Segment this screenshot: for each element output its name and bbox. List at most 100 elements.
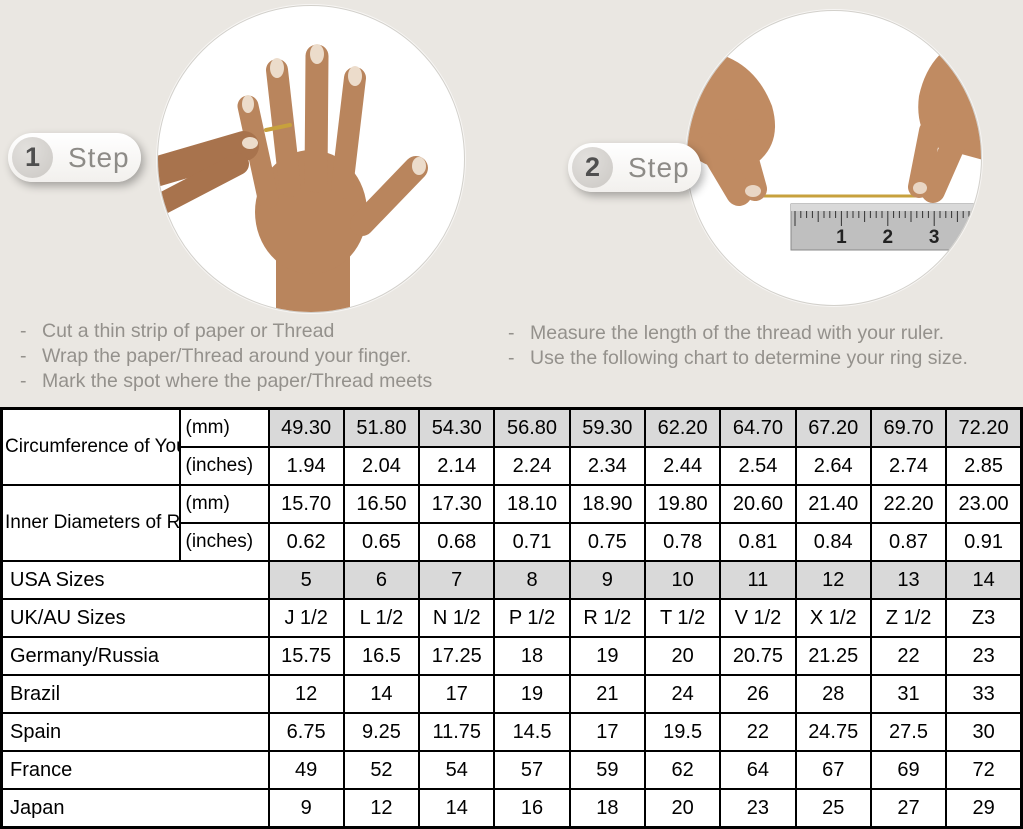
step-number-circle: 1 bbox=[12, 137, 53, 178]
value-cell: 23 bbox=[945, 636, 1023, 676]
value-cell: 0.78 bbox=[643, 522, 722, 562]
value-cell: 59.30 bbox=[568, 407, 646, 448]
value-cell: 1.94 bbox=[267, 446, 345, 486]
step-2-badge: 2 Step bbox=[568, 143, 701, 192]
value-cell: 69 bbox=[869, 750, 948, 790]
value-cell: 67.20 bbox=[794, 407, 872, 448]
value-cell: 18 bbox=[568, 788, 646, 829]
ruler-measure-illustration: 1 2 3 bbox=[687, 33, 981, 251]
value-cell: 21 bbox=[568, 674, 646, 714]
value-cell: 20.75 bbox=[719, 636, 797, 676]
size-system-label: Japan bbox=[0, 788, 270, 829]
instruction-line: - Cut a thin strip of paper or Thread bbox=[20, 320, 490, 342]
value-cell: R 1/2 bbox=[568, 598, 646, 638]
value-cell: 0.87 bbox=[869, 522, 948, 562]
bullet-dash: - bbox=[20, 345, 27, 367]
value-cell: 29 bbox=[945, 788, 1023, 829]
value-cell: 64.70 bbox=[719, 407, 797, 448]
value-cell: 2.14 bbox=[418, 446, 496, 486]
table-row: Japan 9 12 14 16 18 20 23 25 27 29 bbox=[0, 788, 1023, 829]
value-cell: 17 bbox=[568, 712, 646, 752]
value-cell: 14.5 bbox=[493, 712, 571, 752]
value-cell: Z3 bbox=[945, 598, 1023, 638]
ring-size-table: Circumference of Your Finger(mm)49.3051.… bbox=[0, 407, 1023, 829]
step-2-photo: 1 2 3 bbox=[686, 10, 982, 306]
value-cell: 12 bbox=[342, 788, 421, 829]
step-1-instructions: - Cut a thin strip of paper or Thread - Wra… bbox=[20, 320, 490, 395]
instruction-line: - Measure the length of the thread with y… bbox=[508, 322, 1013, 344]
value-cell: 2.34 bbox=[568, 446, 646, 486]
value-cell: 11.75 bbox=[418, 712, 496, 752]
ruler-numbers: 1 2 3 bbox=[836, 227, 939, 248]
value-cell: 6.75 bbox=[267, 712, 345, 752]
unit-cell: (inches) bbox=[178, 522, 270, 562]
table-row: Spain 6.75 9.25 11.75 14.5 17 19.5 22 24.75 27.5 3… bbox=[0, 712, 1023, 752]
size-system-label: UK/AU Sizes bbox=[0, 598, 270, 638]
value-cell: 5 bbox=[267, 560, 345, 600]
value-cell: 0.84 bbox=[794, 522, 872, 562]
size-system-label: Spain bbox=[0, 712, 270, 752]
value-cell: 15.70 bbox=[267, 484, 345, 524]
instruction-line: - Wrap the paper/Thread around your finge… bbox=[20, 345, 490, 367]
step-1-photo bbox=[157, 5, 465, 313]
value-cell: T 1/2 bbox=[643, 598, 722, 638]
value-cell: 7 bbox=[418, 560, 496, 600]
value-cell: 23 bbox=[719, 788, 797, 829]
value-cell: 19 bbox=[568, 636, 646, 676]
step-label: Step bbox=[628, 151, 690, 183]
value-cell: 18.10 bbox=[493, 484, 571, 524]
value-cell: 9 bbox=[568, 560, 646, 600]
bullet-dash: - bbox=[508, 322, 515, 344]
value-cell: 14 bbox=[945, 560, 1023, 600]
ruler-number: 3 bbox=[929, 227, 940, 248]
value-cell: 62.20 bbox=[643, 407, 722, 448]
value-cell: 9.25 bbox=[342, 712, 421, 752]
value-cell: 17 bbox=[418, 674, 496, 714]
value-cell: 19.80 bbox=[643, 484, 722, 524]
unit-cell: (inches) bbox=[178, 446, 270, 486]
value-cell: 57 bbox=[493, 750, 571, 790]
row-group-label: Inner Diameters of Rings bbox=[0, 484, 181, 562]
value-cell: 2.64 bbox=[794, 446, 872, 486]
value-cell: 2.54 bbox=[719, 446, 797, 486]
bullet-dash: - bbox=[508, 347, 515, 369]
size-system-label: Brazil bbox=[0, 674, 270, 714]
value-cell: 2.04 bbox=[342, 446, 421, 486]
value-cell: 49.30 bbox=[267, 407, 345, 448]
table-row: Germany/Russia 15.75 16.5 17.25 18 19 20 20.75 2… bbox=[0, 636, 1023, 676]
value-cell: 16 bbox=[493, 788, 571, 829]
ring-size-table-body: Circumference of Your Finger(mm)49.3051.… bbox=[0, 407, 1023, 829]
value-cell: P 1/2 bbox=[493, 598, 571, 638]
value-cell: 10 bbox=[643, 560, 722, 600]
value-cell: 24.75 bbox=[794, 712, 872, 752]
value-cell: 0.65 bbox=[342, 522, 421, 562]
value-cell: 18.90 bbox=[568, 484, 646, 524]
size-system-label: USA Sizes bbox=[0, 560, 270, 600]
value-cell: 52 bbox=[342, 750, 421, 790]
value-cell: 11 bbox=[719, 560, 797, 600]
instruction-text: Use the following chart to determine you… bbox=[530, 347, 968, 369]
value-cell: 2.24 bbox=[493, 446, 571, 486]
value-cell: 62 bbox=[643, 750, 722, 790]
bullet-dash: - bbox=[20, 370, 27, 392]
value-cell: 31 bbox=[869, 674, 948, 714]
value-cell: 22 bbox=[869, 636, 948, 676]
value-cell: 72.20 bbox=[945, 407, 1023, 448]
table-row: USA Sizes 5 6 7 8 9 10 11 12 13 14 bbox=[0, 560, 1023, 600]
hand-thread-illustration bbox=[158, 44, 428, 312]
value-cell: 26 bbox=[719, 674, 797, 714]
value-cell: 25 bbox=[794, 788, 872, 829]
instruction-text: Wrap the paper/Thread around your finger… bbox=[42, 345, 412, 367]
value-cell: 9 bbox=[267, 788, 345, 829]
ruler-number: 1 bbox=[836, 227, 847, 248]
value-cell: 27 bbox=[869, 788, 948, 829]
step-label: Step bbox=[68, 141, 130, 173]
value-cell: 27.5 bbox=[869, 712, 948, 752]
table-row: (inches) 0.62 0.65 0.68 0.71 0.75 0.78 0.81 0.84… bbox=[2, 522, 1023, 562]
value-cell: 30 bbox=[945, 712, 1023, 752]
value-cell: X 1/2 bbox=[794, 598, 872, 638]
value-cell: 20 bbox=[643, 636, 722, 676]
value-cell: 64 bbox=[719, 750, 797, 790]
value-cell: 2.44 bbox=[643, 446, 722, 486]
value-cell: 20 bbox=[643, 788, 722, 829]
